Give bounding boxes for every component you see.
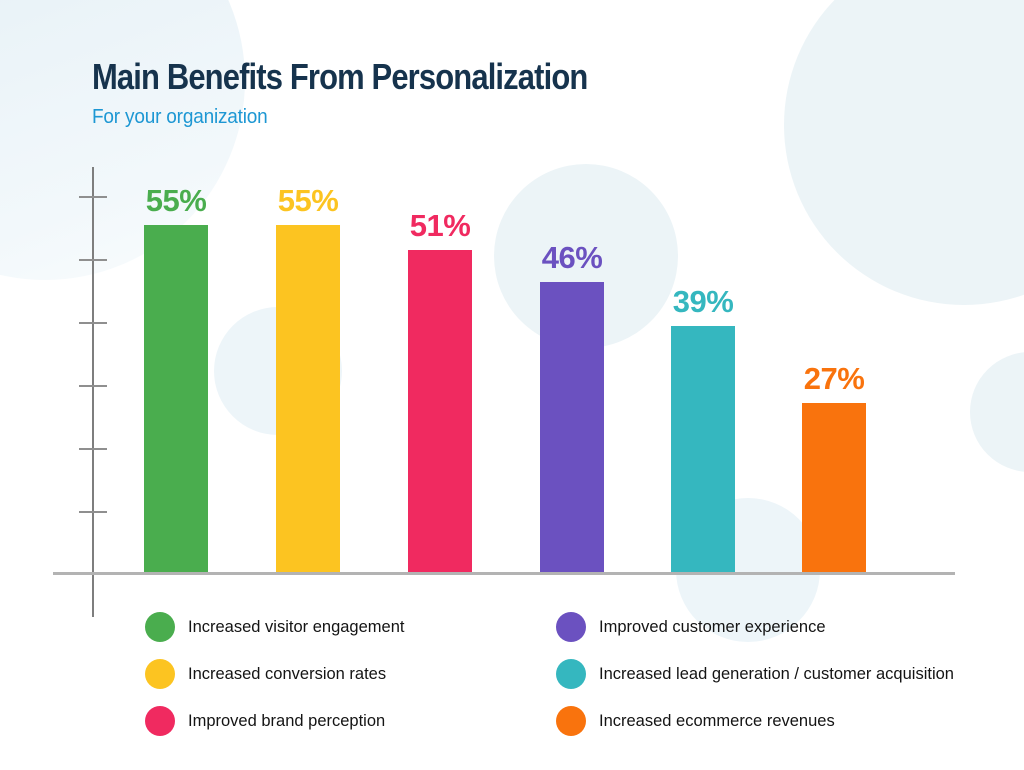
bar	[540, 282, 604, 574]
page-subtitle: For your organization	[92, 106, 268, 128]
legend-item-conversion-rates: Increased conversion rates	[145, 659, 404, 689]
chart-legend-left-column: Increased visitor engagement Increased c…	[145, 612, 404, 753]
bars-layer: 55% 55% 51% 46% 39% 27%	[144, 0, 866, 574]
legend-item-brand-perception: Improved brand perception	[145, 706, 404, 736]
legend-item-lead-generation: Increased lead generation / customer acq…	[556, 659, 954, 689]
bar-group-ecommerce-revenues: 27%	[802, 0, 866, 574]
legend-dot-yellow	[145, 659, 175, 689]
bar	[408, 250, 472, 574]
legend-label: Improved brand perception	[188, 711, 386, 730]
bar-group-lead-generation: 39%	[671, 0, 735, 574]
chart-legend-right-column: Improved customer experience Increased l…	[556, 612, 954, 753]
legend-label: Increased conversion rates	[188, 664, 387, 683]
y-axis-tick	[79, 322, 107, 324]
y-axis-tick	[79, 511, 107, 513]
header: Main Benefits From Personalization For y…	[92, 56, 668, 129]
legend-dot-pink	[145, 706, 175, 736]
legend-label: Improved customer experience	[599, 617, 826, 636]
bar-value-label: 39%	[672, 284, 734, 319]
bar	[802, 403, 866, 574]
bar-group-conversion-rates: 55%	[276, 0, 340, 574]
bar-value-label: 55%	[145, 183, 207, 218]
bar	[276, 225, 340, 574]
legend-item-customer-experience: Improved customer experience	[556, 612, 954, 642]
bar	[671, 326, 735, 574]
legend-item-ecommerce-revenues: Increased ecommerce revenues	[556, 706, 954, 736]
bar-group-customer-experience: 46%	[540, 0, 604, 574]
legend-dot-orange	[556, 706, 586, 736]
y-axis-tick	[79, 259, 107, 261]
y-axis-tick	[79, 196, 107, 198]
bar-value-label: 27%	[803, 361, 865, 396]
bar-value-label: 55%	[277, 183, 339, 218]
legend-label: Increased lead generation / customer acq…	[599, 664, 954, 683]
page-title: Main Benefits From Personalization	[92, 56, 588, 97]
legend-label: Increased ecommerce revenues	[599, 711, 835, 730]
bar	[144, 225, 208, 574]
y-axis-tick	[79, 385, 107, 387]
y-axis-line	[92, 167, 94, 617]
bar-value-label: 51%	[409, 208, 471, 243]
legend-item-visitor-engagement: Increased visitor engagement	[145, 612, 404, 642]
legend-label: Increased visitor engagement	[188, 617, 405, 636]
legend-dot-green	[145, 612, 175, 642]
bar-group-visitor-engagement: 55%	[144, 0, 208, 574]
bar-value-label: 46%	[541, 240, 603, 275]
legend-dot-teal	[556, 659, 586, 689]
legend-dot-purple	[556, 612, 586, 642]
x-axis-line	[53, 572, 955, 575]
y-axis-tick	[79, 448, 107, 450]
bar-group-brand-perception: 51%	[408, 0, 472, 574]
